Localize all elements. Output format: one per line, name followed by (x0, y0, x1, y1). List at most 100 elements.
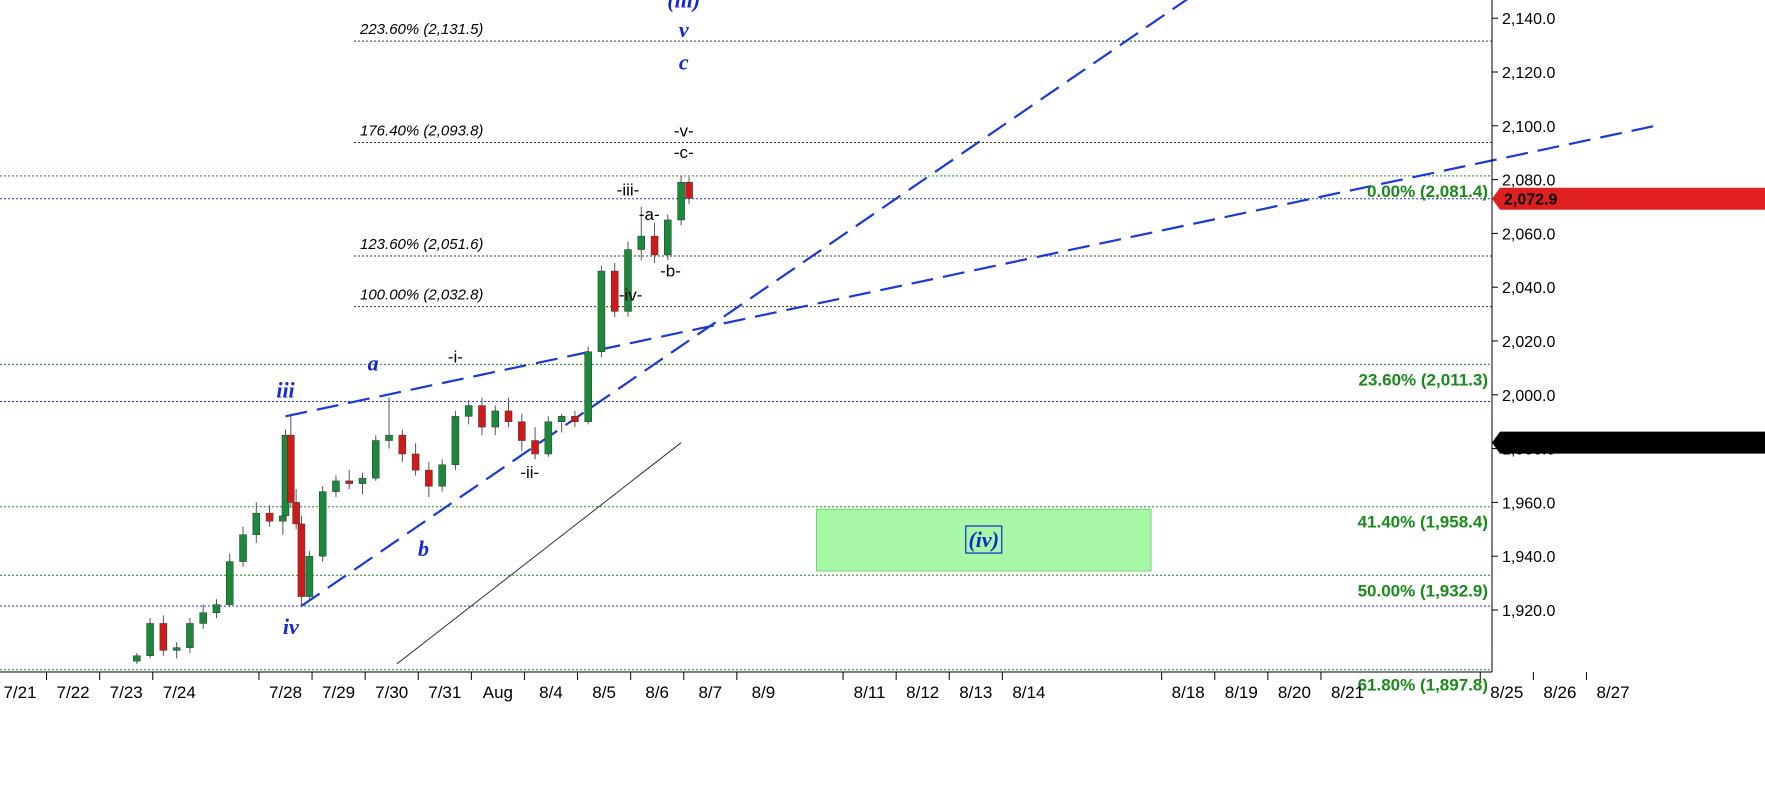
fib-retracement-label: 41.40% (1,958.4) (1358, 513, 1488, 532)
x-tick-label: 7/31 (428, 683, 461, 702)
wave-label-blue: iii (276, 377, 295, 402)
x-tick-label: 7/24 (163, 683, 196, 702)
fib-retracement-label: 61.80% (1,897.8) (1358, 676, 1488, 695)
wave-label-black: -v- (674, 122, 694, 141)
x-tick-label: 7/30 (375, 683, 408, 702)
candle-body (584, 351, 592, 422)
last-price-badge (1492, 187, 1765, 210)
y-tick-label: 2,000.0 (1502, 388, 1555, 405)
x-tick-label: 8/26 (1543, 683, 1576, 702)
candle-body (239, 534, 247, 562)
candle-body (318, 491, 327, 557)
x-tick-label: 7/23 (110, 683, 143, 702)
wave-label-black: -iv- (619, 286, 643, 305)
x-tick-label: 8/25 (1490, 683, 1523, 702)
candle-body (491, 410, 499, 428)
x-tick-label: 7/28 (269, 683, 302, 702)
candle-body (610, 270, 619, 312)
target-zone: (iv) (816, 508, 1152, 572)
candle-body (464, 405, 473, 417)
candle-body (305, 555, 314, 597)
candle-body (225, 561, 234, 605)
trendline (285, 124, 1656, 418)
y-tick-label: 2,100.0 (1502, 119, 1555, 136)
wave-label-black: -b- (660, 261, 681, 280)
candle-body (438, 464, 446, 487)
x-tick-label: 7/22 (57, 683, 90, 702)
candle-body (292, 502, 300, 525)
trendline (396, 442, 682, 665)
x-tick-label: 8/14 (1012, 683, 1045, 702)
candle-body (571, 416, 579, 422)
y-tick-label: 2,040.0 (1502, 280, 1555, 297)
wave-label-black: -i- (448, 348, 463, 367)
wave-label-black: -iii- (617, 181, 640, 200)
x-tick-label: 8/20 (1278, 683, 1311, 702)
fib-retracement-label: 0.00% (2,081.4) (1367, 182, 1488, 201)
target-zone-label: (iv) (968, 527, 999, 552)
candle-body (212, 604, 221, 613)
x-tick-label: 8/18 (1172, 683, 1205, 702)
trendline (300, 0, 1189, 607)
fib-retracement-label: 50.00% (1,932.9) (1358, 581, 1488, 600)
candle-body (677, 182, 685, 221)
candle-body (252, 512, 261, 535)
fib-extension-label: 223.60% (2,131.5) (359, 21, 483, 38)
x-tick-label: 8/21 (1331, 683, 1364, 702)
candle-body (287, 434, 295, 503)
candle-body (504, 410, 513, 422)
candle-body (345, 480, 353, 484)
candle-body (685, 182, 693, 199)
candle-body (297, 523, 306, 597)
candle-body (557, 416, 566, 422)
target-zone-label-box (965, 525, 1003, 554)
x-tick-label: 8/5 (592, 683, 616, 702)
candle-body (650, 235, 659, 256)
candle-body (478, 405, 486, 428)
x-axis: 7/21 7/22 7/23 7/24 7/28 7/29 7/30 7/31 Aug 8/4 8/… (0, 671, 1630, 702)
wave-label-black: -a- (639, 205, 660, 224)
x-tick-label: 8/7 (698, 683, 722, 702)
y-tick-label: 2,120.0 (1502, 65, 1555, 82)
candle-body (411, 453, 420, 471)
x-tick-label: 8/12 (906, 683, 939, 702)
candle-body (159, 623, 168, 651)
trendlines (285, 0, 1656, 665)
x-tick-label: 8/4 (539, 683, 563, 702)
x-tick-label: 7/21 (3, 683, 36, 702)
candle-body (133, 655, 141, 662)
wave-label-blue: c (679, 49, 689, 74)
candle-body (624, 249, 632, 312)
wave-label-blue: b (418, 536, 429, 561)
wave-label-blue: iv (283, 614, 299, 639)
candle-body (597, 270, 606, 353)
candle-body (398, 434, 407, 455)
candle-body (518, 421, 526, 441)
candle-body (531, 440, 539, 455)
candle-body (451, 416, 460, 465)
fib-extension-label: 176.40% (2,093.8) (360, 122, 483, 139)
y-tick-label: 2,080.0 (1502, 173, 1555, 190)
wave-label-black: -ii- (520, 463, 539, 482)
x-tick-label: 8/13 (959, 683, 992, 702)
level-labels: 223.60% (2,131.5) 176.40% (2,093.8) 123.60… (359, 21, 1488, 695)
x-tick-label: 8/27 (1596, 683, 1629, 702)
candlesticks (133, 175, 693, 664)
candle-body (544, 421, 553, 455)
x-tick-label: 7/29 (322, 683, 355, 702)
candle-body (172, 647, 181, 651)
wave-label-blue: v (679, 17, 689, 42)
candle-body (199, 612, 207, 624)
candle-body (385, 434, 393, 441)
wave-label-blue: (iii) (667, 0, 700, 12)
y-axis: 1,920.01,940.01,960.01,980.02,000.02,020… (1491, 0, 1765, 672)
target-zone-box (816, 508, 1152, 572)
y-tick-label: 1,920.0 (1502, 603, 1555, 620)
candle-body (146, 623, 154, 656)
y-tick-label: 2,020.0 (1502, 334, 1555, 351)
candle-body (372, 440, 380, 479)
y-tick-label: 2,060.0 (1502, 226, 1555, 243)
wave-label-black: -c- (674, 143, 694, 162)
x-tick-label: 8/19 (1225, 683, 1258, 702)
candle-body (332, 480, 340, 492)
